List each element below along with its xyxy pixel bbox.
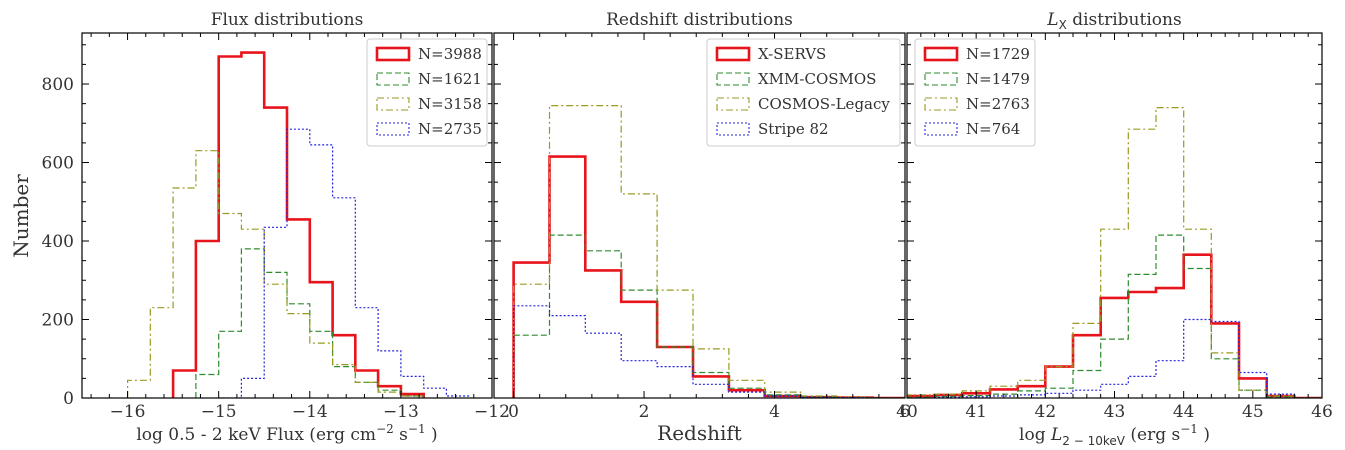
plot-frame xyxy=(493,32,906,399)
series-2-histogram xyxy=(907,234,1322,398)
y-tick-label: 600 xyxy=(42,154,74,174)
legend-swatch xyxy=(716,97,750,111)
panel-title: Redshift distributions xyxy=(606,10,793,30)
series-4-histogram xyxy=(907,318,1322,398)
legend-swatch xyxy=(923,46,959,62)
x-tick-label: −15 xyxy=(201,402,237,422)
legend: X-SERVS XMM-COSMOS COSMOS-Legacy Stripe 82 xyxy=(706,38,901,147)
plot-frame xyxy=(81,32,493,399)
legend-swatch xyxy=(376,72,410,86)
legend-swatch xyxy=(924,97,958,111)
x-tick-label: 2 xyxy=(639,402,650,422)
x-tick-label: 4 xyxy=(769,402,780,422)
panel-2: 0 2 4 6 Redshift distributions Redshift X-SERV… xyxy=(493,10,911,445)
panel-3: 40 41 42 43 44 45 46 LX distributions log L2 − 1… xyxy=(896,10,1333,448)
legend-swatch xyxy=(716,122,750,136)
x-axis-label: Redshift xyxy=(657,421,742,445)
series-4-histogram xyxy=(513,305,905,398)
x-tick-label: 42 xyxy=(1035,402,1057,422)
series-2-histogram xyxy=(513,234,905,398)
legend-swatch xyxy=(716,72,750,86)
legend-frame xyxy=(706,38,901,147)
legend-label: Stripe 82 xyxy=(758,120,829,138)
series-3-histogram xyxy=(513,105,905,398)
x-axis-label: log 0.5 - 2 keV Flux (erg cm−2 s−1 ) xyxy=(136,422,437,445)
legend-frame xyxy=(914,38,1036,147)
legend-label: X-SERVS xyxy=(758,45,826,63)
x-tick-label: 43 xyxy=(1104,402,1126,422)
series-1-histogram xyxy=(171,51,425,398)
legend: N=3988 N=1621 N=3158 N=2735 xyxy=(366,38,488,147)
legend-label: N=2735 xyxy=(418,120,482,138)
series-4-histogram xyxy=(218,128,470,398)
y-tick-label: 800 xyxy=(42,75,74,95)
legend-label: N=3158 xyxy=(418,95,482,113)
legend-label: COSMOS-Legacy xyxy=(758,95,890,113)
x-tick-label: 0 xyxy=(508,402,519,422)
panel-title: Flux distributions xyxy=(211,10,364,30)
legend-swatch xyxy=(376,97,410,111)
legend-label: N=3988 xyxy=(418,45,482,63)
legend-label: N=1621 xyxy=(418,70,482,88)
series-3-histogram xyxy=(127,150,425,398)
legend-label: XMM-COSMOS xyxy=(758,70,876,88)
x-tick-label: 6 xyxy=(900,402,911,422)
series-1-histogram xyxy=(907,253,1322,398)
legend: N=1729 N=1479 N=2763 N=764 xyxy=(914,38,1036,147)
legend-label: N=764 xyxy=(966,120,1020,138)
legend-label: N=1479 xyxy=(966,70,1030,88)
legend-label: N=2763 xyxy=(966,95,1030,113)
panel-title: LX distributions xyxy=(1046,10,1181,32)
y-tick-label: 0 xyxy=(63,389,74,409)
legend-swatch xyxy=(924,122,958,136)
y-tick-label: 400 xyxy=(42,232,74,252)
legend-swatch xyxy=(376,122,410,136)
legend-label: N=1729 xyxy=(966,45,1030,63)
x-tick-label: −12 xyxy=(474,402,510,422)
x-tick-label: 41 xyxy=(965,402,987,422)
x-tick-label: 46 xyxy=(1311,402,1333,422)
x-axis-label: log L2 − 10keV (erg s−1 ) xyxy=(1019,422,1210,448)
legend-swatch xyxy=(924,72,958,86)
series-3-histogram xyxy=(907,107,1322,398)
legend-swatch xyxy=(375,46,411,62)
panel-1: −16 −15 −14 −13 −12 0 200 400 600 800 Flux distrib… xyxy=(42,10,510,445)
series-1-histogram xyxy=(512,155,905,398)
y-tick-label: 200 xyxy=(42,311,74,331)
legend-frame xyxy=(366,38,488,147)
x-tick-label: 40 xyxy=(896,402,918,422)
x-tick-label: 44 xyxy=(1173,402,1195,422)
x-tick-label: −16 xyxy=(110,402,146,422)
legend-swatch xyxy=(715,46,751,62)
series-2-histogram xyxy=(195,248,425,398)
x-tick-label: −13 xyxy=(383,402,419,422)
x-tick-label: 45 xyxy=(1242,402,1264,422)
y-axis-label: Number xyxy=(9,174,33,258)
x-tick-label: −14 xyxy=(292,402,328,422)
